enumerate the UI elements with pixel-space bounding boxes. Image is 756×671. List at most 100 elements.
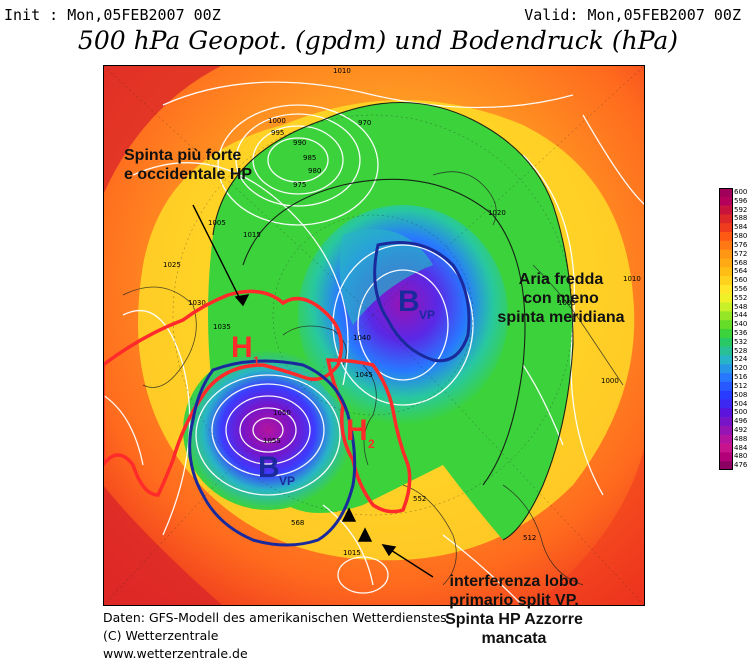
b2-letter: B [398,285,420,318]
isobars [102,81,646,607]
colorbar-label: 536 [734,329,748,337]
colorbar-swatch [719,390,733,400]
colorbar-label: 512 [734,381,748,390]
colorbar-swatch [719,417,733,427]
colorbar-swatch [719,408,733,418]
colorbar-swatch [719,223,733,233]
colorbar-label: 476 [734,461,748,470]
colorbar-swatch [719,258,733,268]
svg-text:552: 552 [413,495,426,503]
colorbar-label: 572 [734,249,748,258]
svg-text:995: 995 [271,129,284,137]
colorbar-label: 492 [734,425,748,434]
colorbar-label: 480 [734,452,748,461]
colorbar-swatch [719,373,733,383]
svg-text:1035: 1035 [213,323,231,331]
svg-text:990: 990 [293,139,306,147]
b2-outline [373,241,471,363]
colorbar-swatch [719,284,733,295]
svg-text:1010: 1010 [333,67,351,75]
svg-text:1010: 1010 [623,275,641,283]
colorbar-swatch [719,205,733,215]
colorbar-swatch [719,346,733,356]
svg-text:1005: 1005 [208,219,226,227]
colorbar-label: 520 [734,364,748,373]
colorbar-label: 528 [734,346,748,355]
h2-subscript: 2 [368,437,375,451]
colorbar-label: 532 [734,337,748,346]
colorbar-swatch [719,364,733,374]
colorbar-swatch [719,434,733,444]
colorbar-label: 548 [734,302,748,311]
colorbar-label: 584 [734,223,748,232]
colorbar [719,188,733,471]
colorbar-label: 484 [734,443,748,452]
colorbar-label: 524 [734,355,748,364]
colorbar-swatches [719,188,733,471]
h1-outline [101,289,344,497]
colorbar-swatch [719,302,733,312]
b2-subscript: VP [419,308,435,322]
svg-text:1000: 1000 [601,377,619,385]
svg-text:1030: 1030 [188,299,206,307]
colorbar-label: 592 [734,205,748,214]
svg-text:1015: 1015 [243,231,261,239]
colorbar-label: 580 [734,232,748,241]
colorbar-swatch [719,355,733,365]
colorbar-swatch [719,188,733,198]
b1-letter: B [258,451,280,484]
colorbar-swatch [719,320,733,330]
init-time: Init : Mon,05FEB2007 00Z [4,6,221,24]
h1-subscript: 1 [253,354,260,368]
colorbar-swatch [719,267,733,277]
svg-text:985: 985 [303,154,316,162]
colorbar-label: 560 [734,276,748,285]
footer-website: www.wetterzentrale.de [103,646,248,661]
valid-time: Valid: Mon,05FEB2007 00Z [524,6,741,24]
svg-text:512: 512 [523,534,536,542]
colorbar-swatch [719,311,733,321]
colorbar-label: 564 [734,267,748,276]
h1-letter: H [231,331,253,364]
colorbar-label: 508 [734,390,748,399]
coastlines [122,171,624,586]
colorbar-swatch [719,381,733,391]
colorbar-swatch [719,276,733,286]
isobar-labels: 1010 1000 995 990 985 980 975 970 1005 1… [163,67,641,557]
svg-text:975: 975 [293,181,306,189]
svg-text:1045: 1045 [355,371,373,379]
colorbar-label: 596 [734,196,748,205]
pointer-arrows [192,204,434,578]
colorbar-swatch [719,232,733,242]
svg-text:1055: 1055 [263,437,281,445]
colorbar-label: 600 [734,188,748,196]
svg-text:1015: 1015 [343,549,361,557]
b1-outline [188,359,357,547]
geopotential-contours [212,102,574,541]
colorbar-label: 568 [734,258,748,267]
colorbar-swatch [719,399,733,409]
h2-letter: H [346,414,368,447]
footer-data-source: Daten: GFS-Modell des amerikanischen Wet… [103,610,447,625]
b1-subscript: VP [279,474,295,488]
annotation-aria-fredda: Aria fredda con meno spinta meridiana [497,271,625,326]
map-canvas: 1010 1000 995 990 985 980 975 970 1005 1… [101,64,646,607]
colorbar-label: 588 [734,214,748,223]
colorbar-label: 576 [734,240,748,249]
colorbar-swatch [719,329,733,339]
svg-text:1025: 1025 [163,261,181,269]
chart-title: 500 hPa Geopot. (gpdm) und Bodendruck (h… [77,26,679,55]
colorbar-label: 544 [734,311,748,320]
weather-map: 1010 1000 995 990 985 980 975 970 1005 1… [101,64,646,607]
svg-text:1040: 1040 [353,334,371,342]
colorbar-swatch [719,214,733,224]
svg-text:1050: 1050 [273,409,291,417]
svg-text:1020: 1020 [488,209,506,217]
colorbar-label: 504 [734,399,748,408]
svg-text:970: 970 [358,119,371,127]
h2-outline [325,358,412,514]
colorbar-label: 552 [734,293,748,302]
svg-text:1000: 1000 [268,117,286,125]
footer-copyright: (C) Wetterzentrale [103,628,219,643]
colorbar-swatch [719,443,733,453]
